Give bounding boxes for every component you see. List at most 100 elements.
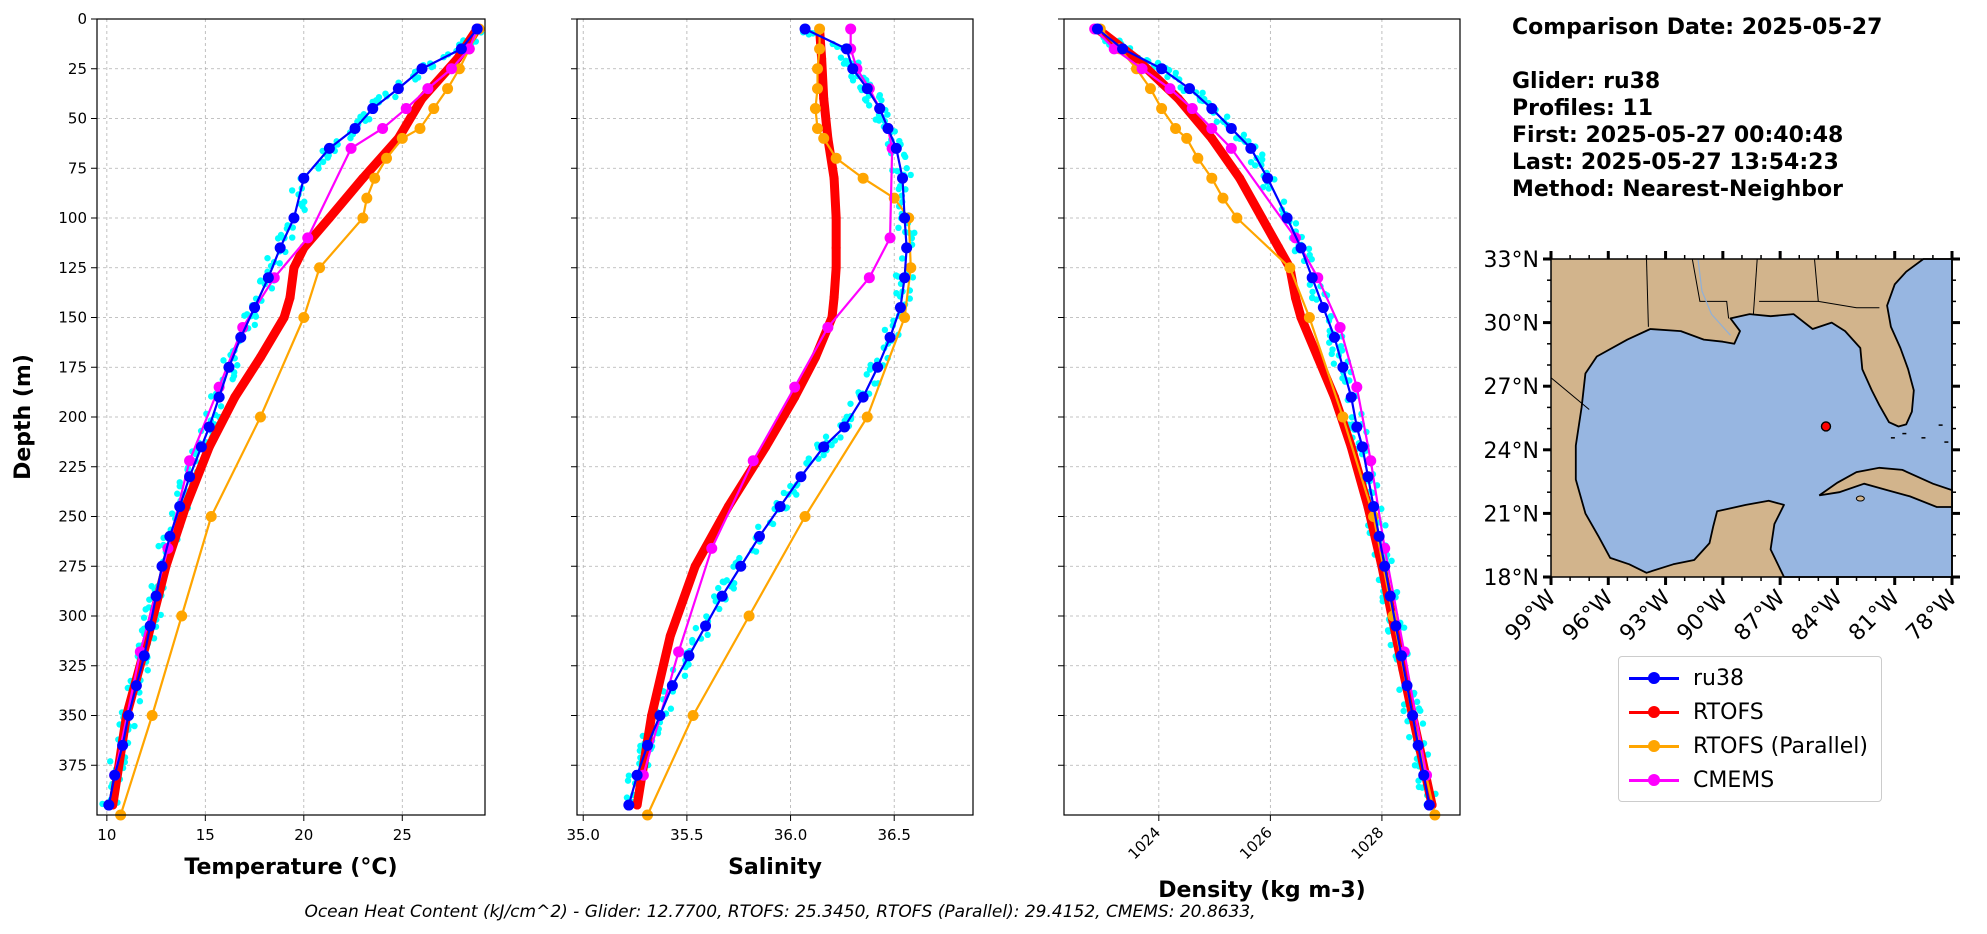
glider-profile-point — [168, 510, 176, 517]
glider-profile-point — [895, 224, 902, 232]
series-marker — [446, 63, 458, 75]
series-marker — [1317, 302, 1329, 314]
series-marker — [358, 173, 368, 183]
series-marker — [700, 620, 712, 632]
glider-profile-point — [903, 165, 910, 172]
legend-swatch-marker — [1648, 672, 1660, 684]
glider-profile-point — [875, 93, 883, 101]
series-line-cmems — [1093, 27, 1428, 777]
legend-label: ru38 — [1693, 665, 1744, 691]
series-marker — [819, 94, 829, 104]
series-marker — [666, 680, 678, 692]
series-marker — [1313, 352, 1323, 362]
series-marker — [428, 103, 440, 115]
glider-profile-point — [805, 458, 812, 465]
series-marker — [422, 83, 434, 95]
series-marker — [361, 192, 373, 204]
x-tick-label: 15 — [196, 826, 215, 844]
series-marker — [184, 471, 196, 483]
lon-tick-label: 90°W — [1672, 585, 1733, 646]
series-marker — [812, 122, 824, 134]
series-marker — [1235, 173, 1245, 183]
series-marker — [641, 739, 653, 751]
series-marker — [861, 411, 873, 423]
lon-tick-label: 87°W — [1730, 585, 1791, 646]
glider-profile-point — [1419, 720, 1427, 727]
series-marker — [1351, 421, 1363, 433]
glider-profile-point — [716, 605, 723, 613]
glider-profile-point — [872, 116, 880, 123]
series-marker — [146, 710, 158, 721]
y-axis-label: Depth (m) — [11, 354, 36, 480]
y-tick-label: 125 — [58, 259, 87, 277]
x-tick-label: 1028 — [1348, 823, 1388, 863]
legend: ru38 RTOFS RTOFS (Parallel) CMEMS — [1618, 656, 1882, 802]
y-tick-label: 200 — [58, 408, 87, 426]
comparison-info: Comparison Date: 2025-05-27 Glider: ru38… — [1512, 14, 1882, 203]
state-border — [1691, 258, 1730, 319]
lat-tick-label: 27°N — [1484, 375, 1539, 400]
series-marker — [1284, 262, 1296, 274]
glider-name: Glider: ru38 — [1512, 69, 1661, 94]
lon-tick-label: 99°W — [1501, 585, 1562, 646]
series-marker — [164, 530, 176, 542]
series-marker — [156, 560, 168, 572]
glider-profile-point — [301, 206, 308, 214]
series-marker — [471, 23, 483, 35]
x-axis-label: Salinity — [728, 855, 822, 880]
series-marker — [795, 471, 807, 483]
series-marker — [829, 173, 839, 183]
glider-profile-point — [1309, 288, 1316, 296]
series-marker — [377, 122, 389, 134]
series-marker — [897, 172, 909, 184]
glider-profile-point — [723, 577, 731, 584]
series-marker — [1365, 455, 1377, 467]
series-marker — [818, 441, 830, 453]
series-marker — [799, 23, 811, 35]
x-axis-label: Temperature (°C) — [184, 855, 397, 880]
series-marker — [1207, 133, 1217, 143]
glider-profile-point — [752, 548, 760, 555]
series-marker — [829, 293, 839, 303]
glider-profile-point — [1400, 707, 1407, 715]
x-tick-label: 36.0 — [774, 826, 807, 844]
series-marker — [838, 421, 850, 433]
island — [1902, 432, 1907, 435]
series-marker — [1290, 293, 1300, 303]
series-marker — [1379, 560, 1391, 572]
lat-tick-label: 18°N — [1484, 566, 1539, 591]
series-marker — [442, 83, 454, 95]
series-marker — [1337, 411, 1349, 423]
series-marker — [455, 43, 467, 55]
legend-item-cmems: CMEMS — [1629, 765, 1774, 795]
glider-profile-point — [1396, 686, 1403, 693]
state-border — [1646, 258, 1649, 327]
glider-profile-point — [220, 357, 227, 364]
series-marker — [249, 302, 261, 314]
series-marker — [841, 43, 853, 55]
glider-profile-point — [155, 542, 162, 550]
glider-profile-point — [623, 794, 631, 801]
series-marker — [1303, 312, 1315, 323]
series-marker — [1136, 63, 1148, 75]
glider-profile-point — [692, 624, 700, 632]
series-marker — [285, 293, 295, 303]
series-marker — [349, 122, 361, 134]
glider-profile-point — [392, 93, 399, 101]
series-marker — [654, 710, 666, 721]
glider-profile-point — [1406, 733, 1413, 741]
series-marker — [176, 610, 188, 622]
series-marker — [463, 43, 475, 55]
glider-profile-point — [1259, 151, 1266, 158]
glider-profile-point — [252, 313, 260, 320]
x-tick-label: 10 — [97, 826, 116, 844]
state-border — [1752, 258, 1758, 315]
series-marker — [323, 142, 335, 154]
series-marker — [1173, 94, 1183, 104]
series-marker — [1183, 83, 1195, 95]
glider-profile-point — [730, 563, 737, 570]
series-marker — [847, 63, 859, 75]
glider-profile-point — [136, 698, 144, 705]
y-tick-label: 225 — [58, 458, 87, 476]
series-marker — [631, 769, 643, 781]
